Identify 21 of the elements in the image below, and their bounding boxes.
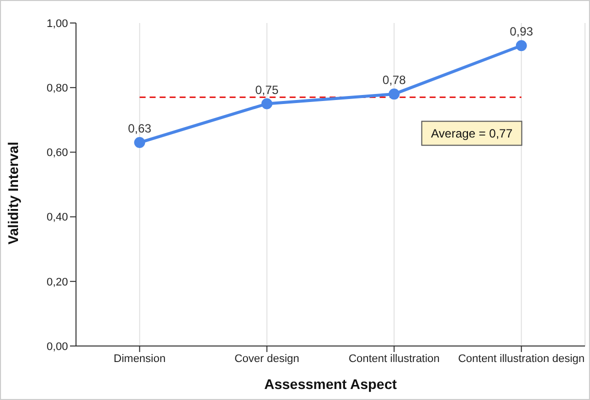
x-tick-label: Content illustration design	[458, 352, 585, 365]
point	[261, 98, 272, 110]
ref-line-label: Average = 0,77	[430, 126, 513, 140]
y-tick-label: 0,20	[46, 276, 68, 288]
y-tick-label: 0,80	[46, 82, 68, 95]
point	[516, 40, 527, 52]
y-tick-label: 1,00	[46, 18, 68, 30]
y-tick-label: 0,00	[46, 340, 68, 353]
y-tick-label: 0,60	[46, 147, 68, 160]
data-label: 0,75	[255, 82, 279, 97]
data-label: 0,93	[510, 24, 534, 39]
y-tick-label: 0,40	[46, 212, 68, 224]
point	[134, 137, 146, 148]
data-label: 0,78	[382, 73, 406, 88]
point	[388, 88, 400, 100]
y-axis-title: Validity Interval	[4, 142, 21, 244]
x-tick-label: Cover design	[234, 352, 300, 365]
x-axis-title: Assessment Aspect	[264, 376, 398, 392]
data-label: 0,63	[128, 122, 152, 136]
x-tick-label: Content illustration	[348, 352, 440, 365]
x-tick-label: Dimension	[114, 352, 166, 365]
